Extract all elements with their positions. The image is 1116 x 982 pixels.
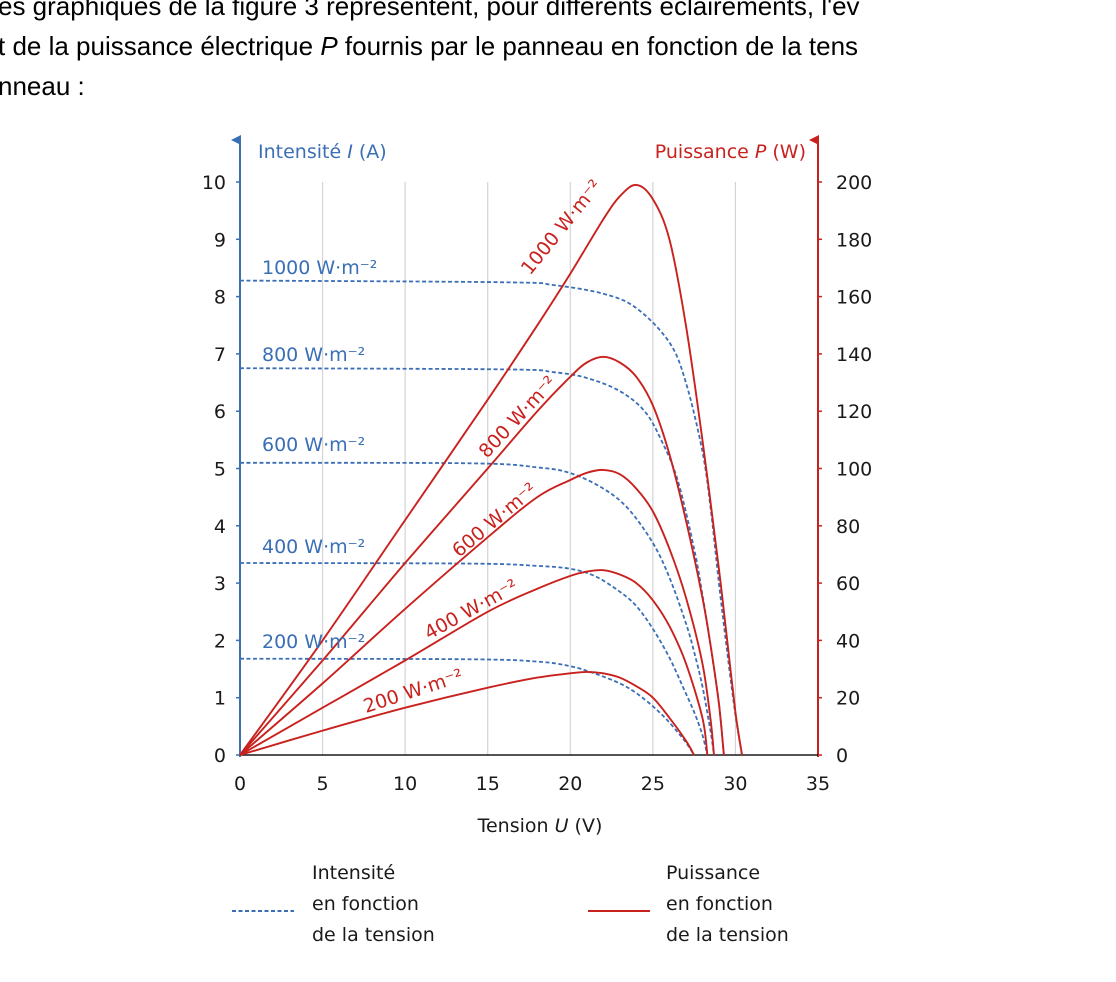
intro-line-1: es graphiques de la figure 3 représenten… — [0, 0, 860, 21]
legend-current-line-1: Intensité — [312, 862, 395, 884]
intro-line-2: t de la puissance électrique P fournis p… — [0, 26, 1116, 66]
power-curve-1 — [239, 355, 725, 756]
power-label-600: 600 W·m⁻² — [448, 479, 541, 562]
x-title-var: U — [555, 815, 569, 837]
current-curve-3 — [239, 562, 709, 756]
y-left-tick-label: 9 — [214, 229, 226, 251]
legend: Intensité en fonction de la tension Puis… — [232, 862, 789, 946]
y-left-title-text: Intensité — [258, 141, 347, 163]
current-curve-4 — [239, 657, 695, 756]
power-curves — [239, 183, 743, 756]
y-left-tick-label: 4 — [214, 516, 226, 538]
y-left-axis-title: Intensité I (A) — [258, 141, 387, 163]
x-tick-label: 30 — [723, 773, 747, 795]
current-curve-0 — [239, 279, 743, 756]
x-tick-label: 10 — [393, 773, 417, 795]
y-right-tick-label: 20 — [836, 688, 860, 710]
power-curve-3 — [239, 569, 709, 756]
current-label-1000: 1000 W·m⁻² — [262, 257, 377, 279]
x-axis-title: Tension U (V) — [477, 815, 603, 837]
x-title-text: Tension — [477, 815, 555, 837]
intro-line-2-start: t de la puissance électrique — [0, 31, 321, 61]
current-label-400: 400 W·m⁻² — [262, 536, 365, 558]
y-left-tick-label: 8 — [214, 287, 226, 309]
y-left-tick-label: 7 — [214, 344, 226, 366]
power-curve-0 — [239, 183, 743, 756]
current-curve-1 — [239, 367, 725, 756]
current-label-800: 800 W·m⁻² — [262, 344, 365, 366]
y-right-tick-label: 160 — [836, 287, 872, 309]
legend-power-line-1: Puissance — [666, 862, 760, 884]
tick-labels: 0 5 10 15 20 25 30 3501234567891002040608010012… — [202, 172, 872, 795]
x-tick-label: 35 — [806, 773, 830, 795]
y-left-tick-label: 1 — [214, 688, 226, 710]
intro-text: es graphiques de la figure 3 représenten… — [0, 0, 1116, 106]
legend-current-line-3: de la tension — [312, 924, 435, 946]
power-curve-labels: 1000 W·m⁻² 800 W·m⁻² 600 W·m⁻² 400 W·m⁻²… — [361, 176, 607, 718]
y-right-tick-label: 180 — [836, 229, 872, 251]
y-left-tick-label: 6 — [214, 401, 226, 423]
y-right-title-text: Puissance — [655, 141, 755, 163]
power-curve-2 — [239, 468, 715, 756]
x-title-unit: (V) — [569, 815, 603, 837]
y-left-title-unit: (A) — [353, 141, 387, 163]
x-tick-label: 0 — [234, 773, 246, 795]
current-label-200: 200 W·m⁻² — [262, 631, 365, 653]
y-left-tick-label: 10 — [202, 172, 226, 194]
power-label-1000: 1000 W·m⁻² — [517, 176, 607, 280]
intro-line-3: nneau : — [0, 71, 85, 101]
current-curve-labels: 1000 W·m⁻² 800 W·m⁻² 600 W·m⁻² 400 W·m⁻²… — [262, 257, 377, 653]
y-right-tick-label: 140 — [836, 344, 872, 366]
legend-power-line-3: de la tension — [666, 924, 789, 946]
y-right-tick-label: 200 — [836, 172, 872, 194]
power-label-200: 200 W·m⁻² — [361, 665, 466, 718]
y-right-title-var: P — [755, 141, 767, 163]
power-curve-4 — [239, 670, 695, 756]
intro-line-2-end: fournis par le panneau en fonction de la… — [337, 31, 859, 61]
x-tick-label: 15 — [476, 773, 500, 795]
y-left-tick-label: 2 — [214, 630, 226, 652]
y-right-axis-title: Puissance P (W) — [655, 141, 806, 163]
intro-var-p: P — [320, 31, 338, 61]
y-left-tick-label: 0 — [214, 745, 226, 767]
x-tick-label: 25 — [641, 773, 665, 795]
x-tick-label: 20 — [558, 773, 582, 795]
y-right-tick-label: 120 — [836, 401, 872, 423]
current-curves — [239, 279, 743, 756]
x-tick-label: 5 — [317, 773, 329, 795]
legend-current-line-2: en fonction — [312, 893, 419, 915]
current-curve-2 — [239, 461, 715, 756]
y-right-tick-label: 40 — [836, 630, 860, 652]
y-right-tick-label: 0 — [836, 745, 848, 767]
y-right-tick-label: 60 — [836, 573, 860, 595]
current-label-600: 600 W·m⁻² — [262, 434, 365, 456]
y-right-tick-label: 100 — [836, 459, 872, 481]
y-left-title-var: I — [347, 141, 353, 163]
y-left-tick-label: 3 — [214, 573, 226, 595]
y-left-tick-label: 5 — [214, 459, 226, 481]
y-right-title-unit: (W) — [766, 141, 806, 163]
power-label-400: 400 W·m⁻² — [421, 575, 522, 644]
legend-power-line-2: en fonction — [666, 893, 773, 915]
y-right-tick-label: 80 — [836, 516, 860, 538]
axes — [231, 135, 819, 757]
